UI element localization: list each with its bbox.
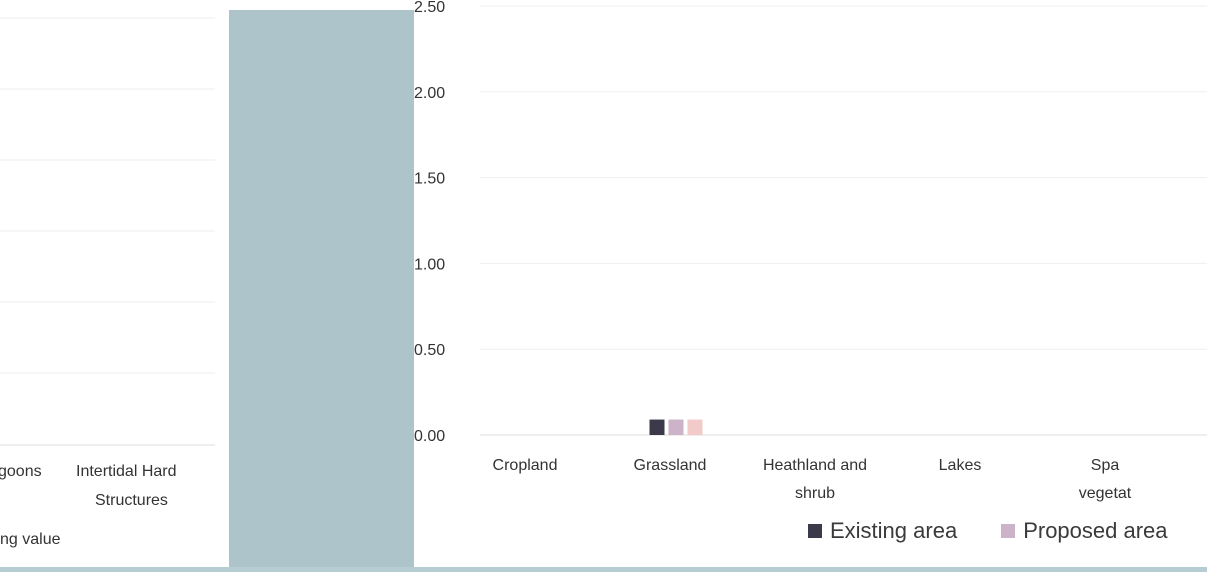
bar <box>668 419 684 435</box>
chart-legend: Existing area Proposed area <box>808 518 1168 544</box>
x-tick-label: Spa <box>1091 457 1120 474</box>
bar <box>687 419 703 435</box>
y-tick-label: 2.50 <box>414 0 445 16</box>
bar <box>649 419 665 435</box>
left-partial-chart: goons Intertidal Hard Structures ng valu… <box>0 0 230 572</box>
legend-label-proposed: Proposed area <box>1023 518 1168 543</box>
panel-divider <box>229 10 414 572</box>
legend-item-existing: Existing area <box>808 518 957 544</box>
legend-swatch-existing <box>808 524 822 538</box>
y-tick-label: 0.00 <box>414 428 445 445</box>
x-tick-label: Lakes <box>939 457 982 474</box>
y-tick-label: 1.50 <box>414 171 445 188</box>
x-tick-label-line2: shrub <box>795 485 835 502</box>
x-tick-label-line2: vegetat <box>1079 485 1132 502</box>
x-tick-label: Grassland <box>634 457 707 474</box>
left-legend-fragment: ng value <box>0 531 61 548</box>
y-tick-label: 0.50 <box>414 342 445 359</box>
legend-item-proposed: Proposed area <box>1001 518 1168 544</box>
y-tick-label: 2.00 <box>414 85 445 102</box>
y-tick-label: 1.00 <box>414 256 445 273</box>
legend-label-existing: Existing area <box>830 518 958 543</box>
left-category-fragment: goons <box>0 463 42 480</box>
left-gridlines <box>0 17 215 446</box>
x-tick-label: Heathland and <box>763 457 867 474</box>
main-chart-panel: 0.00 0.50 1.00 1.50 2.00 2.50 Cropland Grasslan… <box>414 0 1207 567</box>
legend-swatch-proposed <box>1001 524 1016 538</box>
left-category-line1: Intertidal Hard <box>76 463 177 480</box>
left-category-line2: Structures <box>95 492 168 509</box>
x-tick-label: Cropland <box>493 457 558 474</box>
bar-chart: 0.00 0.50 1.00 1.50 2.00 2.50 Cropland Grasslan… <box>414 0 1207 502</box>
bottom-strip <box>0 567 1207 572</box>
